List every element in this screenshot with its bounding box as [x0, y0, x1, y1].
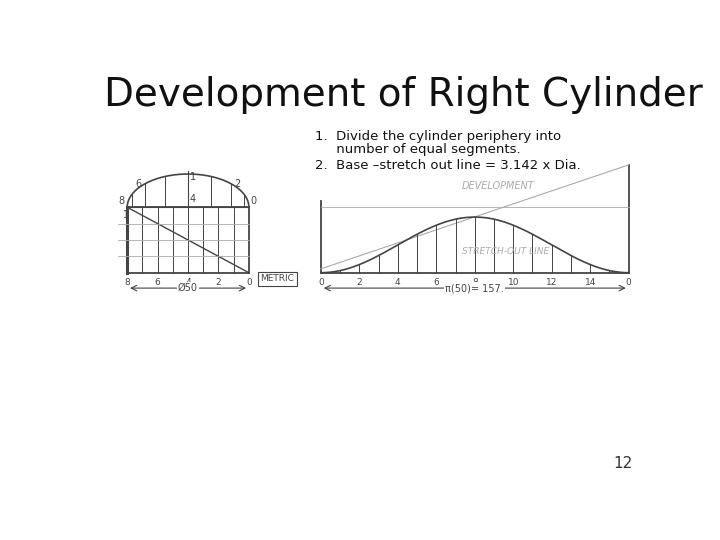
Text: 1: 1 — [189, 172, 196, 183]
Text: 10: 10 — [508, 278, 519, 287]
Text: π(50)= 157.: π(50)= 157. — [446, 283, 504, 293]
Text: STRETCH-OUT LINE: STRETCH-OUT LINE — [462, 247, 549, 255]
Text: 0: 0 — [246, 278, 252, 287]
Text: Ø50: Ø50 — [178, 283, 198, 293]
Text: number of equal segments.: number of equal segments. — [315, 143, 521, 157]
Text: 0: 0 — [626, 278, 631, 287]
Text: 2: 2 — [216, 278, 221, 287]
Text: 1: 1 — [123, 210, 130, 220]
Text: 0: 0 — [318, 278, 324, 287]
Text: 14: 14 — [585, 278, 596, 287]
Text: 4: 4 — [185, 278, 191, 287]
Text: 6: 6 — [155, 278, 161, 287]
Text: 2: 2 — [234, 179, 240, 189]
Text: 4: 4 — [189, 194, 196, 204]
Text: METRIC: METRIC — [261, 274, 294, 284]
Text: 8: 8 — [125, 278, 130, 287]
Text: Development of Right Cylinder: Development of Right Cylinder — [104, 76, 703, 114]
Text: 2.  Base –stretch out line = 3.142 x Dia.: 2. Base –stretch out line = 3.142 x Dia. — [315, 159, 580, 172]
Text: 12: 12 — [613, 456, 632, 471]
Text: 4: 4 — [395, 278, 401, 287]
Text: 0: 0 — [251, 195, 256, 206]
Text: 8: 8 — [119, 195, 125, 206]
Text: DEVELOPMENT: DEVELOPMENT — [462, 181, 534, 191]
Text: 2: 2 — [356, 278, 362, 287]
Text: 8: 8 — [472, 278, 477, 287]
Text: 6: 6 — [433, 278, 439, 287]
Text: 1.  Divide the cylinder periphery into: 1. Divide the cylinder periphery into — [315, 130, 561, 143]
Text: 12: 12 — [546, 278, 557, 287]
Text: 6: 6 — [136, 179, 142, 189]
